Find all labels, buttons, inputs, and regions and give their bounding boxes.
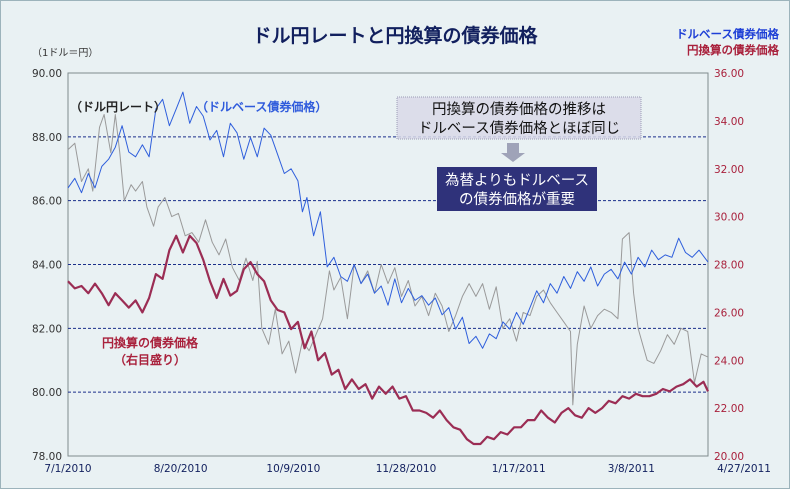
x-tick-label: 3/8/2011 bbox=[608, 463, 655, 475]
note-1-line-2: ドルベース債券価格とほぼ同じ bbox=[418, 120, 620, 137]
x-tick-label: 8/20/2010 bbox=[154, 463, 208, 475]
yen-bond-axis-note: （右目盛り） bbox=[114, 352, 186, 367]
right-tick-label: 26.00 bbox=[714, 307, 744, 319]
note-1-line-1: 円換算の債券価格の推移は bbox=[432, 101, 606, 118]
x-axis-ticks: 7/1/2010 8/20/2010 10/9/2010 11/28/2010 1/17… bbox=[44, 463, 771, 475]
x-tick-label: 7/1/2010 bbox=[44, 463, 91, 475]
series-line-1 bbox=[67, 91, 709, 349]
right-tick-label: 34.00 bbox=[714, 116, 744, 128]
right-axis-ticks: 36.00 34.00 32.00 30.00 28.00 26.00 24.00 22.00… bbox=[714, 68, 744, 463]
fx-series-label: （ドル円レート） bbox=[70, 99, 166, 114]
right-tick-label: 36.00 bbox=[714, 68, 744, 80]
left-tick-label: 82.00 bbox=[32, 323, 62, 335]
left-tick-label: 90.00 bbox=[32, 68, 62, 80]
x-tick-label: 1/17/2011 bbox=[492, 463, 546, 475]
series-line-2 bbox=[67, 234, 709, 446]
note-box-1 bbox=[397, 97, 641, 139]
left-tick-label: 84.00 bbox=[32, 260, 62, 272]
left-tick-label: 86.00 bbox=[32, 196, 62, 208]
right-tick-label: 32.00 bbox=[714, 164, 744, 176]
legend-usd-bond: ドルベース債券価格 bbox=[676, 27, 779, 41]
note-box-2 bbox=[437, 167, 597, 211]
left-axis-unit: （1ドル＝円） bbox=[32, 47, 98, 59]
right-tick-label: 22.00 bbox=[714, 403, 744, 415]
note-box-1-border bbox=[396, 96, 642, 140]
yen-bond-series-label: 円換算の債券価格 bbox=[102, 335, 199, 350]
note-2-line-2: の債券価格が重要 bbox=[459, 191, 575, 208]
note-2-line-1: 為替よりもドルベース bbox=[445, 172, 589, 189]
x-tick-label: 4/27/2011 bbox=[717, 463, 771, 475]
chart-title: ドル円レートと円換算の債券価格 bbox=[252, 24, 538, 47]
legend-yen-bond: 円換算の債券価格 bbox=[687, 43, 779, 57]
right-tick-label: 28.00 bbox=[714, 260, 744, 272]
x-tick-label: 10/9/2010 bbox=[266, 463, 320, 475]
right-tick-label: 20.00 bbox=[714, 451, 744, 463]
x-tick-label: 11/28/2010 bbox=[376, 463, 437, 475]
down-arrow-icon bbox=[501, 143, 525, 162]
usd-bond-series-label: （ドルベース債券価格） bbox=[196, 99, 327, 114]
right-tick-label: 30.00 bbox=[714, 212, 744, 224]
right-tick-label: 24.00 bbox=[714, 355, 744, 367]
left-axis-ticks: 90.00 88.00 86.00 84.00 82.00 80.00 78.00 bbox=[32, 68, 62, 463]
series-line-0 bbox=[67, 114, 709, 406]
series-lines bbox=[67, 91, 709, 446]
left-tick-label: 78.00 bbox=[32, 451, 62, 463]
left-tick-label: 88.00 bbox=[32, 132, 62, 144]
left-tick-label: 80.00 bbox=[32, 387, 62, 399]
